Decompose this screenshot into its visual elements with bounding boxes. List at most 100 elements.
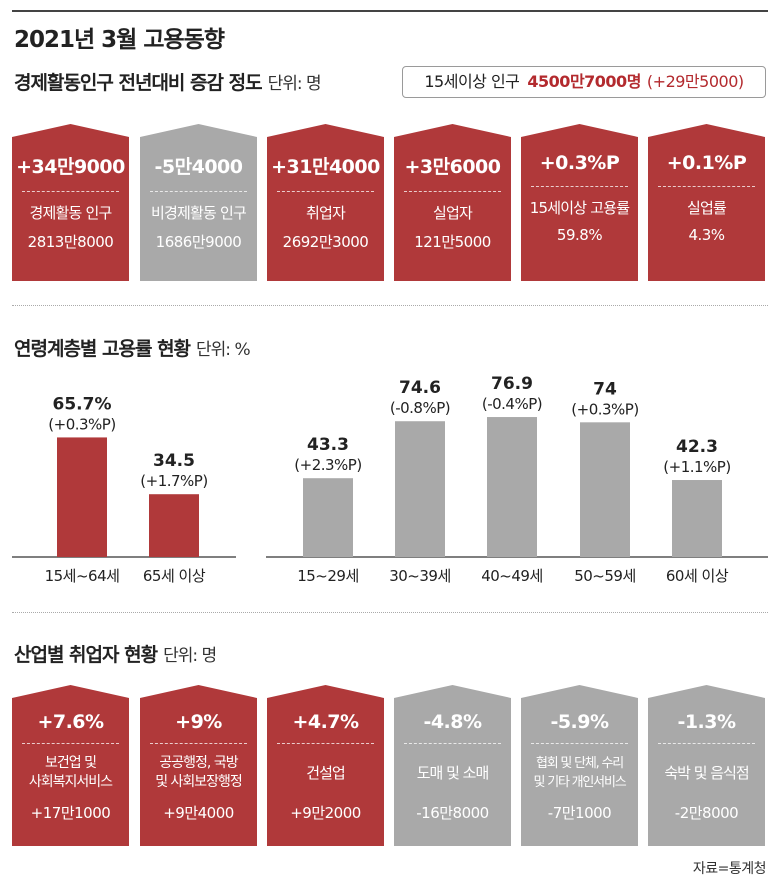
source-note: 자료=통계청 xyxy=(692,861,767,877)
category-tick-label: 50~59세 xyxy=(574,567,636,585)
card-divider xyxy=(531,186,628,187)
card-label-line1: 보건업 및 xyxy=(45,755,97,771)
category-tick-label: 60세 이상 xyxy=(666,567,729,585)
card-value: -2만8000 xyxy=(674,804,739,822)
card-value: -16만8000 xyxy=(416,804,489,822)
card-value: 1686만9000 xyxy=(155,233,242,251)
card-change: +7.6% xyxy=(37,711,104,733)
population-label: 15세이상 인구 xyxy=(424,72,520,91)
card-divider xyxy=(150,191,247,192)
card-employment-rate: +0.3%P 15세이상 고용률 59.8% xyxy=(521,124,638,281)
bar-15~29세 xyxy=(303,478,353,557)
bar-60세 이상 xyxy=(672,480,722,557)
card-change: -5.9% xyxy=(550,711,609,733)
card-value: +9만2000 xyxy=(290,804,361,822)
bar-change-label: (-0.4%P) xyxy=(482,395,542,413)
card-label-block: 건설업 xyxy=(267,750,384,796)
card-label-line1: 숙박 및 음식점 xyxy=(664,763,749,782)
category-tick-label: 15세~64세 xyxy=(45,567,120,585)
card-value: 4.3% xyxy=(688,226,725,244)
card-label: 실업률 xyxy=(686,199,727,217)
card-change: +9% xyxy=(175,711,222,733)
card-industry-health: +7.6% 보건업 및 사회복지서비스 +17만1000 xyxy=(12,685,129,846)
bar-value-label: 74.6 xyxy=(399,378,441,398)
card-label: 비경제활동 인구 xyxy=(151,204,247,222)
card-industry-wholesale-retail: -4.8% 도매 및 소매 -16만8000 xyxy=(394,685,511,846)
bar-value-label: 74 xyxy=(593,379,617,399)
card-divider xyxy=(404,191,501,192)
card-industry-construction: +4.7% 건설업 +9만2000 xyxy=(267,685,384,846)
category-tick-label: 30~39세 xyxy=(389,567,451,585)
bar-40~49세 xyxy=(487,417,537,557)
bar-change-label: (+1.7%P) xyxy=(140,472,207,490)
section3-unit: 단위: 명 xyxy=(163,646,217,666)
card-change: -4.8% xyxy=(423,711,482,733)
bar-value-label: 42.3 xyxy=(676,437,718,457)
bar-change-label: (+0.3%P) xyxy=(48,415,115,433)
card-divider xyxy=(150,743,247,744)
card-value: +17만1000 xyxy=(30,804,111,822)
card-change: +0.1%P xyxy=(666,152,747,174)
card-label-line2: 사회복지서비스 xyxy=(28,774,113,790)
category-tick-label: 40~49세 xyxy=(481,567,543,585)
card-change: +34만9000 xyxy=(16,156,125,178)
card-label: 취업자 xyxy=(305,204,346,222)
section2-unit: 단위: % xyxy=(196,340,251,360)
card-label-block: 보건업 및 사회복지서비스 xyxy=(12,750,129,796)
card-value: -7만1000 xyxy=(547,804,612,822)
card-value: 121만5000 xyxy=(414,233,491,251)
section2-title-text: 연령계층별 고용률 현황 xyxy=(14,338,191,360)
bar-value-label: 76.9 xyxy=(491,374,533,394)
section3-title-text: 산업별 취업자 현황 xyxy=(14,644,158,666)
card-label: 15세이상 고용률 xyxy=(529,199,630,217)
card-change: +4.7% xyxy=(292,711,359,733)
card-divider xyxy=(22,191,119,192)
card-value: +9만4000 xyxy=(163,804,234,822)
bar-65세 이상 xyxy=(149,494,199,557)
card-value: 2813만8000 xyxy=(27,233,114,251)
card-label: 경제활동 인구 xyxy=(29,204,113,222)
card-label: 실업자 xyxy=(432,204,473,222)
card-label-block: 협회 및 단체, 수리 및 기타 개인서비스 xyxy=(521,750,638,796)
section2-title: 연령계층별 고용률 현황 단위: % xyxy=(14,334,251,361)
card-divider xyxy=(658,743,755,744)
bar-15세~64세 xyxy=(57,437,107,557)
card-label-block: 도매 및 소매 xyxy=(394,750,511,796)
bar-change-label: (-0.8%P) xyxy=(390,399,450,417)
card-label-line2: 및 사회보장행정 xyxy=(155,774,243,790)
card-divider xyxy=(658,186,755,187)
card-divider xyxy=(22,743,119,744)
category-tick-label: 15~29세 xyxy=(297,567,359,585)
card-label-line1: 도매 및 소매 xyxy=(416,763,490,782)
top-rule xyxy=(12,10,768,12)
card-economically-inactive: -5만4000 비경제활동 인구 1686만9000 xyxy=(140,124,257,281)
bar-change-label: (+0.3%P) xyxy=(571,400,638,418)
population-value: 4500만7000명 xyxy=(527,72,641,91)
bar-value-label: 34.5 xyxy=(153,451,195,471)
population-change: (+29만5000) xyxy=(646,72,744,91)
section3-title: 산업별 취업자 현황 단위: 명 xyxy=(14,640,217,667)
card-divider xyxy=(531,743,628,744)
bar-50~59세 xyxy=(580,422,630,557)
section1-unit: 단위: 명 xyxy=(267,74,322,94)
card-industry-accommodation-food: -1.3% 숙박 및 음식점 -2만8000 xyxy=(648,685,765,846)
card-change: +3만6000 xyxy=(404,156,501,178)
card-label-block: 숙박 및 음식점 xyxy=(648,750,765,796)
bar-30~39세 xyxy=(395,421,445,557)
bar-change-label: (+2.3%P) xyxy=(294,456,361,474)
card-industry-associations: -5.9% 협회 및 단체, 수리 및 기타 개인서비스 -7만1000 xyxy=(521,685,638,846)
population-box: 15세이상 인구 4500만7000명 (+29만5000) xyxy=(402,66,766,98)
page-title: 2021년 3월 고용동향 xyxy=(14,27,225,53)
card-label-line2: 및 기타 개인서비스 xyxy=(533,775,627,790)
card-change: -5만4000 xyxy=(154,156,243,178)
card-value: 59.8% xyxy=(556,226,603,244)
card-label-block: 공공행정, 국방 및 사회보장행정 xyxy=(140,750,257,796)
card-unemployed: +3만6000 실업자 121만5000 xyxy=(394,124,511,281)
bar-value-label: 43.3 xyxy=(307,435,349,455)
section1-title: 경제활동인구 전년대비 증감 정도 단위: 명 xyxy=(14,68,322,95)
section-divider xyxy=(12,612,768,613)
card-label-line1: 건설업 xyxy=(306,763,345,782)
bar-change-label: (+1.1%P) xyxy=(663,458,730,476)
card-employed: +31만4000 취업자 2692만3000 xyxy=(267,124,384,281)
